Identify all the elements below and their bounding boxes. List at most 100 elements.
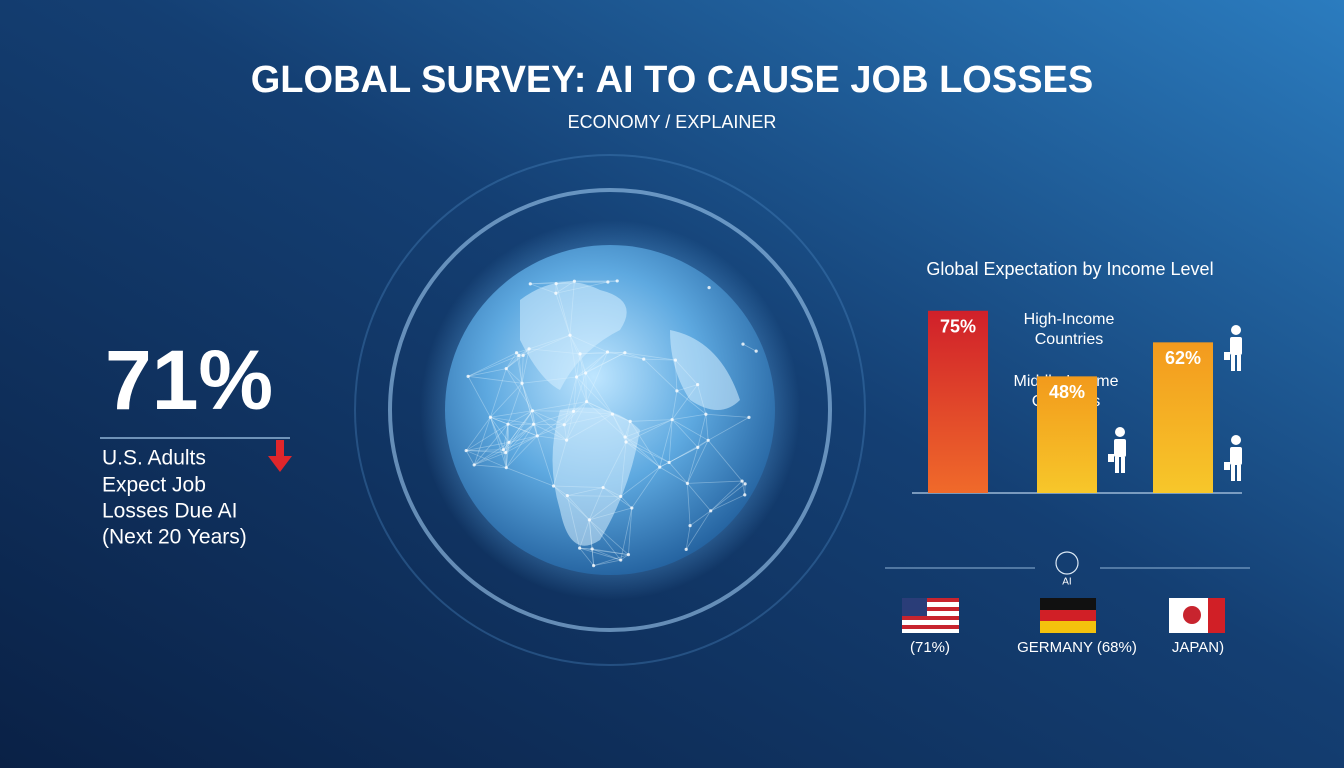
network-line (490, 417, 507, 468)
network-line (490, 417, 504, 450)
network-line (588, 519, 594, 566)
network-line (579, 353, 587, 374)
network-line (505, 352, 517, 369)
network-line (624, 352, 676, 361)
network-line (624, 352, 644, 360)
network-line (490, 416, 534, 425)
network-line (592, 548, 629, 556)
network-line (505, 368, 523, 384)
network-line (516, 352, 523, 384)
network-line (585, 372, 613, 415)
network-line (705, 413, 749, 418)
network-node (610, 412, 615, 416)
network-node (530, 409, 535, 413)
network-line (588, 487, 604, 521)
network-line (503, 423, 534, 451)
network-line (567, 487, 604, 496)
network-line (490, 368, 507, 418)
network-line (521, 383, 533, 411)
person-icons (1108, 325, 1242, 481)
network-line (473, 417, 491, 466)
globe-graphic (354, 154, 866, 666)
network-line (668, 419, 673, 463)
network-line (506, 467, 554, 487)
network-line (710, 483, 746, 512)
network-node (571, 409, 576, 413)
network-node (684, 547, 688, 551)
network-line (624, 421, 631, 438)
chart-title: Global Expectation by Income Level (926, 259, 1213, 279)
network-node (754, 349, 758, 353)
network-line (473, 441, 510, 466)
network-line (593, 554, 629, 566)
network-node (535, 434, 539, 438)
network-line (676, 390, 707, 415)
network-line (624, 419, 673, 438)
network-line (625, 441, 670, 463)
network-line (556, 280, 575, 285)
network-line (505, 423, 534, 453)
network-line (553, 485, 568, 496)
network-line (508, 423, 534, 443)
network-node (464, 448, 468, 453)
network-line (532, 410, 567, 441)
network-line (586, 351, 608, 402)
network-line (697, 414, 707, 448)
network-line (620, 466, 660, 497)
network-line (697, 384, 707, 415)
network-node (706, 438, 710, 442)
network-line (612, 413, 631, 422)
network-line (507, 423, 538, 437)
network-node (685, 481, 689, 485)
network-line (602, 487, 633, 509)
network-line (474, 464, 507, 469)
network-line (532, 410, 534, 425)
network-node (517, 353, 521, 358)
network-line (474, 452, 506, 466)
network-node (619, 494, 623, 498)
network-line (607, 351, 644, 360)
network-line (579, 547, 621, 561)
network-node (472, 463, 476, 467)
network-node (673, 358, 678, 362)
network-node (528, 282, 532, 286)
network-line (579, 353, 588, 402)
network-line (586, 401, 626, 438)
network-line (505, 410, 533, 453)
network-line (567, 495, 590, 521)
network-node (531, 422, 536, 426)
network-line (506, 355, 524, 369)
country-label: JAPAN) (1172, 639, 1224, 656)
network-line (465, 423, 509, 451)
network-line (490, 410, 533, 418)
network-line (624, 436, 670, 463)
network-line (705, 414, 709, 441)
network-line (576, 351, 608, 378)
network-node (572, 279, 576, 283)
network-line (569, 335, 577, 378)
network-line (530, 283, 557, 294)
network-line (566, 401, 587, 441)
network-line (553, 485, 604, 488)
network-line (689, 510, 711, 526)
network-line (676, 384, 698, 392)
network-line (553, 440, 567, 487)
network-line (671, 384, 698, 420)
network-line (675, 360, 678, 391)
network-node (554, 282, 558, 286)
network-node (568, 333, 572, 337)
network-line (593, 559, 621, 567)
network-line (465, 450, 475, 466)
network-node (551, 484, 556, 488)
network-line (490, 416, 538, 437)
bar (928, 310, 988, 493)
network-line (555, 293, 571, 336)
network-line (586, 401, 613, 415)
network-node (707, 286, 711, 290)
network-line (671, 390, 678, 420)
network-line (686, 483, 691, 526)
network-node (670, 418, 674, 422)
network-node (488, 415, 493, 419)
network-line (659, 466, 688, 484)
network-node (696, 445, 700, 449)
